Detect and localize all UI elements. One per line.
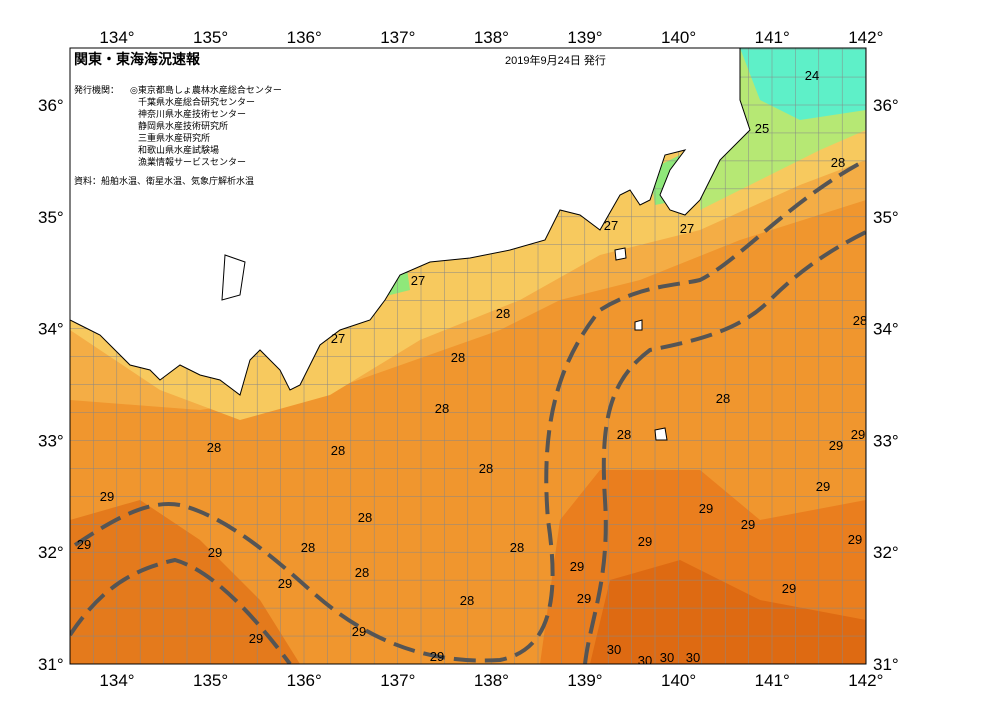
contour-label: 27 bbox=[604, 218, 618, 233]
kuroshio-north bbox=[73, 158, 866, 663]
lat-label: 31° bbox=[38, 655, 64, 674]
lon-label: 139° bbox=[567, 28, 602, 47]
issuer: 千葉県水産総合研究センター bbox=[138, 96, 255, 107]
contour-label: 30 bbox=[607, 642, 621, 657]
contour-label: 28 bbox=[460, 593, 474, 608]
frame bbox=[69, 47, 867, 665]
contour-label: 28 bbox=[617, 427, 631, 442]
contour-label: 28 bbox=[301, 540, 315, 555]
issuer: 神奈川県水産技術センター bbox=[138, 108, 246, 119]
contour-label: 30 bbox=[638, 653, 652, 668]
lat-label: 31° bbox=[873, 655, 899, 674]
contour-label: 29 bbox=[699, 501, 713, 516]
lon-label: 141° bbox=[755, 28, 790, 47]
contour-label: 29 bbox=[278, 576, 292, 591]
land bbox=[70, 48, 751, 396]
island bbox=[614, 247, 668, 441]
zone-30 bbox=[590, 560, 866, 664]
contour-label: 29 bbox=[352, 624, 366, 639]
contour-label: 29 bbox=[249, 631, 263, 646]
axes: 134° 134° 135° 135° 136° 136° 137° 137° 138° 138°… bbox=[38, 28, 899, 690]
lon-label: 139° bbox=[567, 671, 602, 690]
lon-label: 136° bbox=[287, 671, 322, 690]
lat-label: 33° bbox=[38, 431, 64, 450]
lon-label: 135° bbox=[193, 28, 228, 47]
lat-label: 32° bbox=[873, 543, 899, 562]
lat-label: 33° bbox=[873, 431, 899, 450]
zone-29-west bbox=[70, 500, 300, 664]
contour-label: 27 bbox=[411, 273, 425, 288]
issuer: 和歌山県水産試験場 bbox=[138, 144, 219, 155]
contour-label: 29 bbox=[208, 545, 222, 560]
lon-label: 138° bbox=[474, 28, 509, 47]
contour-label: 27 bbox=[331, 331, 345, 346]
contour-label: 28 bbox=[331, 443, 345, 458]
lon-label: 135° bbox=[193, 671, 228, 690]
lon-label: 142° bbox=[848, 28, 883, 47]
issuer: 静岡県水産技術研究所 bbox=[138, 120, 228, 131]
lon-label: 134° bbox=[99, 28, 134, 47]
contour-label: 28 bbox=[716, 391, 730, 406]
contour-label: 29 bbox=[851, 427, 865, 442]
issuer: 漁業情報サービスセンター bbox=[138, 156, 246, 167]
lon-label: 137° bbox=[380, 28, 415, 47]
map-body: 24 25 28 27 27 27 28 27 28 28 28 28 28 28 28 29 29 28 29 29… bbox=[70, 48, 867, 668]
source: 資料：船舶水温、衛星水温、気象庁解析水温 bbox=[74, 175, 254, 186]
lon-label: 141° bbox=[755, 671, 790, 690]
contour-label: 28 bbox=[358, 510, 372, 525]
contour-label: 30 bbox=[686, 650, 700, 665]
lat-label: 32° bbox=[38, 543, 64, 562]
lat-label: 34° bbox=[38, 320, 64, 339]
contour-label: 29 bbox=[829, 438, 843, 453]
contour-label: 28 bbox=[355, 565, 369, 580]
island bbox=[221, 254, 246, 301]
lat-label: 35° bbox=[38, 208, 64, 227]
contour-label: 29 bbox=[430, 649, 444, 664]
contour-label: 28 bbox=[496, 306, 510, 321]
lon-label: 136° bbox=[287, 28, 322, 47]
lon-label: 140° bbox=[661, 671, 696, 690]
lat-label: 34° bbox=[873, 320, 899, 339]
lon-label: 140° bbox=[661, 28, 696, 47]
contour-label: 29 bbox=[100, 489, 114, 504]
lat-label: 35° bbox=[873, 208, 899, 227]
contour-label: 28 bbox=[207, 440, 221, 455]
contour-label: 28 bbox=[510, 540, 524, 555]
contour-label: 29 bbox=[848, 532, 862, 547]
zone-24 bbox=[740, 48, 866, 120]
contour-label: 29 bbox=[638, 534, 652, 549]
contour-label: 28 bbox=[479, 461, 493, 476]
contour-label: 28 bbox=[831, 155, 845, 170]
lon-label: 138° bbox=[474, 671, 509, 690]
issuer: 三重県水産研究所 bbox=[138, 132, 210, 143]
contour-label: 29 bbox=[782, 581, 796, 596]
issuer: ◎東京都島しょ農林水産総合センター bbox=[130, 84, 282, 95]
contour-label: 29 bbox=[741, 517, 755, 532]
lon-label: 137° bbox=[380, 671, 415, 690]
contour-label: 29 bbox=[77, 537, 91, 552]
title: 関東・東海海況速報 bbox=[74, 51, 201, 67]
contour-label: 25 bbox=[755, 121, 769, 136]
contour-label: 29 bbox=[816, 479, 830, 494]
lat-label: 36° bbox=[38, 96, 64, 115]
contour-label: 24 bbox=[805, 68, 819, 83]
contour-label: 29 bbox=[570, 559, 584, 574]
lat-label: 36° bbox=[873, 96, 899, 115]
issue-date: 2019年9月24日 発行 bbox=[505, 53, 606, 67]
contour-label: 28 bbox=[451, 350, 465, 365]
contour-label: 30 bbox=[660, 650, 674, 665]
contour-label: 28 bbox=[435, 401, 449, 416]
contour-label: 29 bbox=[577, 591, 591, 606]
lon-label: 142° bbox=[848, 671, 883, 690]
contour-label: 27 bbox=[680, 221, 694, 236]
contour-label: 28 bbox=[853, 313, 867, 328]
lon-label: 134° bbox=[99, 671, 134, 690]
contour-labels: 24 25 28 27 27 27 28 27 28 28 28 28 28 28 28 29 29 28 29 29… bbox=[77, 68, 867, 668]
issuer-label: 発行機関： bbox=[74, 84, 119, 95]
kuroshio-south bbox=[70, 230, 866, 664]
